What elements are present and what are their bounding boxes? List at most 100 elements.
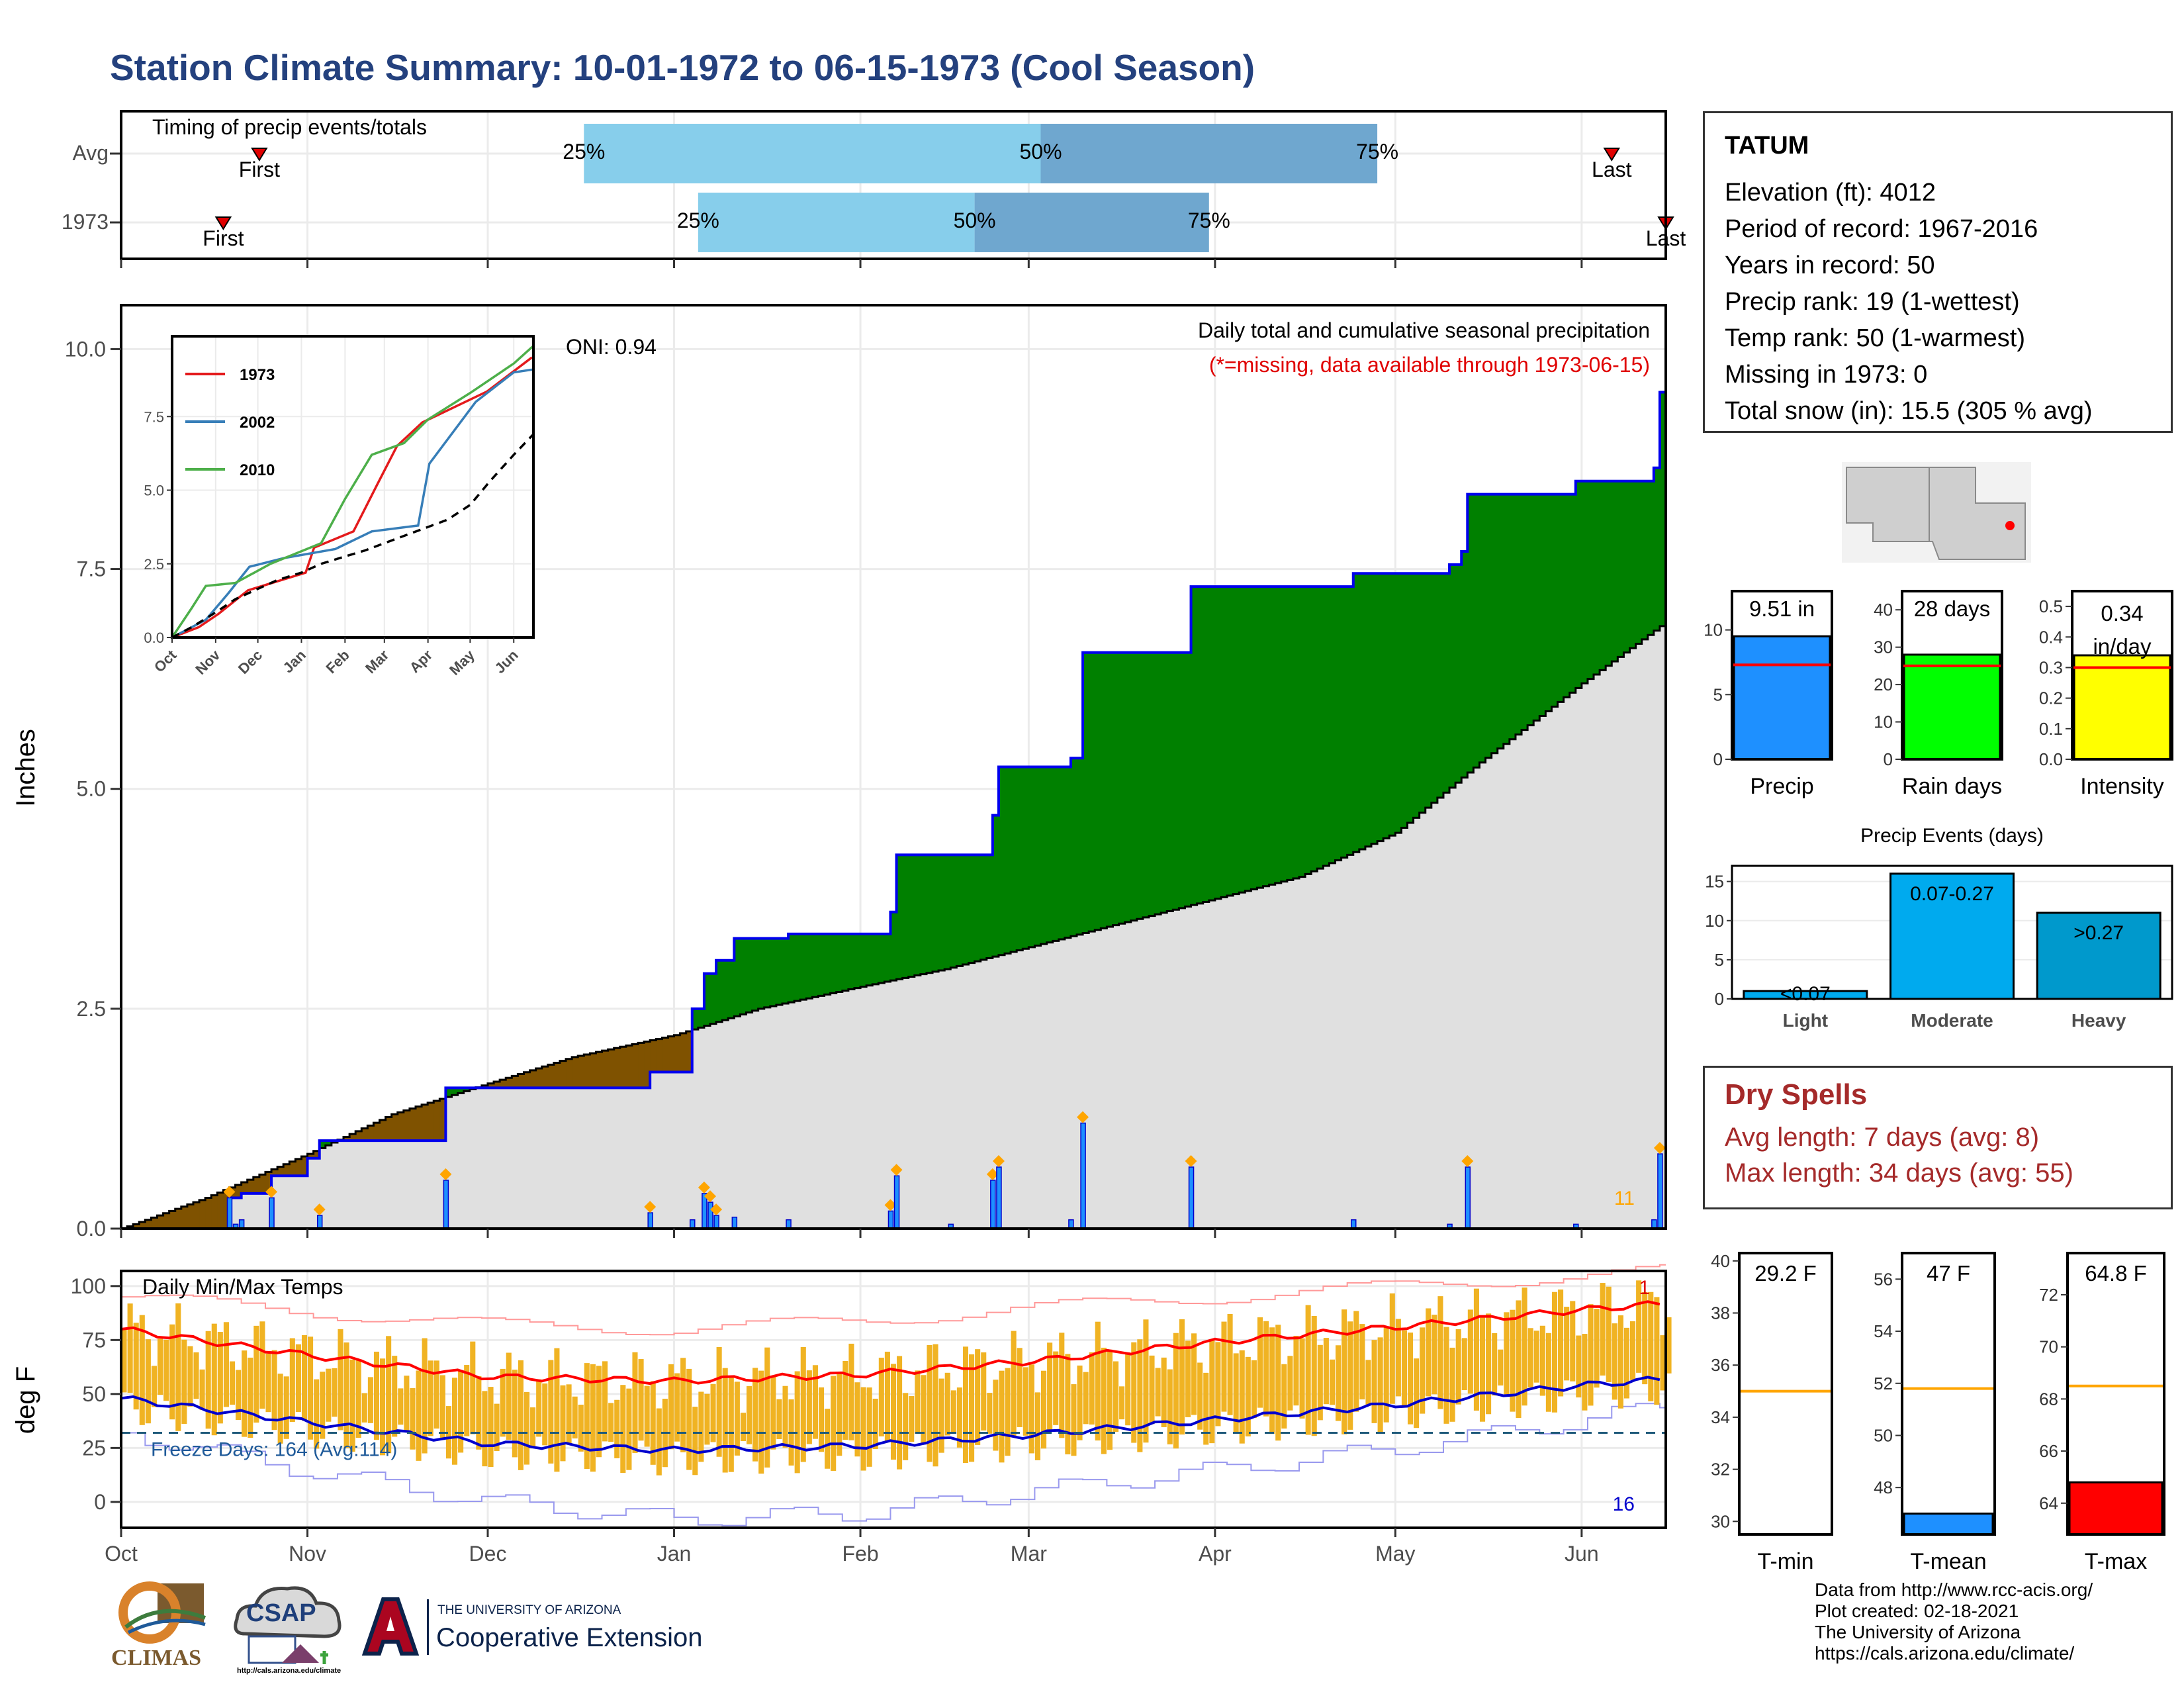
precip-above-avg-fill	[1155, 652, 1161, 915]
precip-below-avg-fill	[656, 1039, 662, 1072]
precip-above-avg-fill	[1527, 494, 1534, 726]
temp-daily-bar	[121, 1329, 127, 1393]
temp-daily-bar	[734, 1382, 740, 1456]
precip-total-y-tick-label: 10	[1704, 620, 1723, 640]
temp-daily-bar	[704, 1393, 710, 1445]
precip-below-avg-fill	[355, 1131, 362, 1141]
precip-above-avg-fill	[1617, 481, 1625, 657]
precip-daily-bar	[1080, 1122, 1086, 1229]
temp-daily-bar	[614, 1399, 620, 1458]
temp-daily-bar	[1028, 1364, 1034, 1454]
temp-daily-bar	[506, 1352, 512, 1440]
temp-daily-bar	[1191, 1333, 1197, 1415]
temp-daily-bar	[686, 1368, 692, 1470]
precip-below-avg-fill	[590, 1053, 597, 1088]
precip-above-avg-fill	[1161, 652, 1167, 913]
precip-event-marker	[698, 1181, 710, 1194]
precip-below-avg-fill	[650, 1040, 657, 1072]
precip-above-avg-fill	[1629, 481, 1637, 649]
tmin-frame	[1738, 1252, 1833, 1536]
precip-above-avg-fill	[1635, 481, 1643, 644]
temp-daily-bar	[1336, 1345, 1342, 1421]
precip-below-avg-fill	[271, 1169, 278, 1176]
temp-daily-bar	[145, 1339, 151, 1424]
inset-series-line-2002	[171, 368, 534, 639]
precip-above-avg-fill	[1148, 652, 1156, 916]
precip-above-avg-fill	[1245, 586, 1251, 891]
temp-avg-max-line	[120, 1300, 1661, 1385]
precip-above-avg-fill	[1413, 573, 1420, 818]
temp-daily-bar	[398, 1388, 404, 1425]
tmin-value-label: 29.2 F	[1754, 1261, 1817, 1286]
temp-daily-bar	[776, 1399, 782, 1440]
temp-daily-bar	[1203, 1372, 1209, 1445]
temp-daily-bar	[1305, 1305, 1311, 1435]
precip-above-avg-fill	[800, 933, 807, 1000]
temp-daily-bar	[1005, 1368, 1011, 1456]
temp-daily-bar	[632, 1352, 638, 1453]
temp-daily-bar	[812, 1365, 818, 1439]
tmax-y-tick-label: 64	[2039, 1493, 2058, 1513]
temp-daily-bar	[439, 1375, 445, 1440]
precip-above-avg-fill	[1233, 586, 1240, 894]
precip-below-avg-fill	[253, 1177, 260, 1194]
tmin-y-tick-label: 38	[1711, 1303, 1730, 1323]
temp-daily-bar	[1437, 1296, 1443, 1409]
precip-above-avg-fill	[1641, 481, 1649, 639]
temp-daily-bar	[151, 1366, 157, 1407]
precip-above-avg-fill	[1473, 494, 1480, 768]
precip-below-avg-fill	[265, 1172, 272, 1194]
precip-above-avg-fill	[1011, 767, 1017, 952]
precip-above-avg-fill	[860, 933, 867, 987]
temp-daily-bar	[1119, 1386, 1125, 1420]
tmin-bg	[1739, 1253, 1832, 1534]
tmean-bar	[1903, 1513, 1994, 1536]
precip-above-avg-fill	[1124, 652, 1132, 922]
temp-daily-bar	[620, 1385, 626, 1474]
precip-event-marker	[704, 1190, 717, 1203]
precip-below-avg-fill	[416, 1106, 422, 1141]
precip-above-avg-fill	[1287, 586, 1294, 880]
precip-below-avg-fill	[373, 1123, 381, 1141]
intensity-y-tick-label: 0.3	[2039, 657, 2063, 677]
temp-x-tick-label: Nov	[289, 1542, 326, 1566]
temp-daily-bar	[987, 1393, 993, 1434]
temp-daily-bar	[530, 1407, 536, 1447]
precip-above-avg-fill	[1359, 573, 1366, 850]
events-y-tick-label: 15	[1705, 872, 1724, 892]
temp-daily-bar	[1461, 1338, 1467, 1390]
precip-event-marker	[223, 1186, 236, 1198]
temp-daily-bar	[1239, 1350, 1245, 1444]
temp-y-axis-label: deg F	[11, 1366, 40, 1434]
temp-daily-bar	[794, 1371, 800, 1474]
tmean-frame	[1901, 1252, 1996, 1536]
intensity-value-unit: in/day	[2093, 634, 2152, 659]
climas-logo: CLIMAS	[106, 1581, 218, 1673]
timing-bar-q50-q75	[1040, 124, 1378, 183]
temp-daily-bar	[392, 1356, 398, 1437]
temp-daily-bar	[1149, 1355, 1155, 1425]
precip-below-avg-fill	[535, 1068, 543, 1088]
inset-y-tick-label: 2.5	[144, 556, 164, 573]
temp-daily-bar	[301, 1335, 308, 1421]
timing-row-label: Avg	[72, 141, 109, 165]
timing-row-label: 1973	[62, 210, 109, 234]
precip-above-avg-fill	[776, 938, 783, 1005]
temp-daily-bar	[710, 1383, 716, 1442]
precip-below-avg-fill	[584, 1055, 590, 1088]
precip-below-avg-fill	[547, 1064, 555, 1088]
temp-daily-bar	[1263, 1321, 1269, 1417]
events-bar-moderate	[1889, 872, 2015, 1000]
timing-label-q75: 75%	[1356, 140, 1398, 164]
temp-daily-bar	[367, 1377, 373, 1423]
inset-y-tick-label: 0.0	[144, 630, 164, 646]
precip-above-avg-fill	[812, 933, 819, 998]
precip-below-avg-fill	[391, 1114, 398, 1141]
precip-above-avg-fill	[1600, 481, 1606, 671]
temp-daily-bar	[1395, 1319, 1401, 1397]
precip-above-avg-fill	[770, 938, 777, 1006]
precip-above-avg-fill	[956, 855, 964, 966]
temp-y-tick-label: 0	[94, 1490, 106, 1514]
precip-above-avg-fill	[1509, 494, 1516, 739]
precip-event-marker	[439, 1168, 452, 1180]
